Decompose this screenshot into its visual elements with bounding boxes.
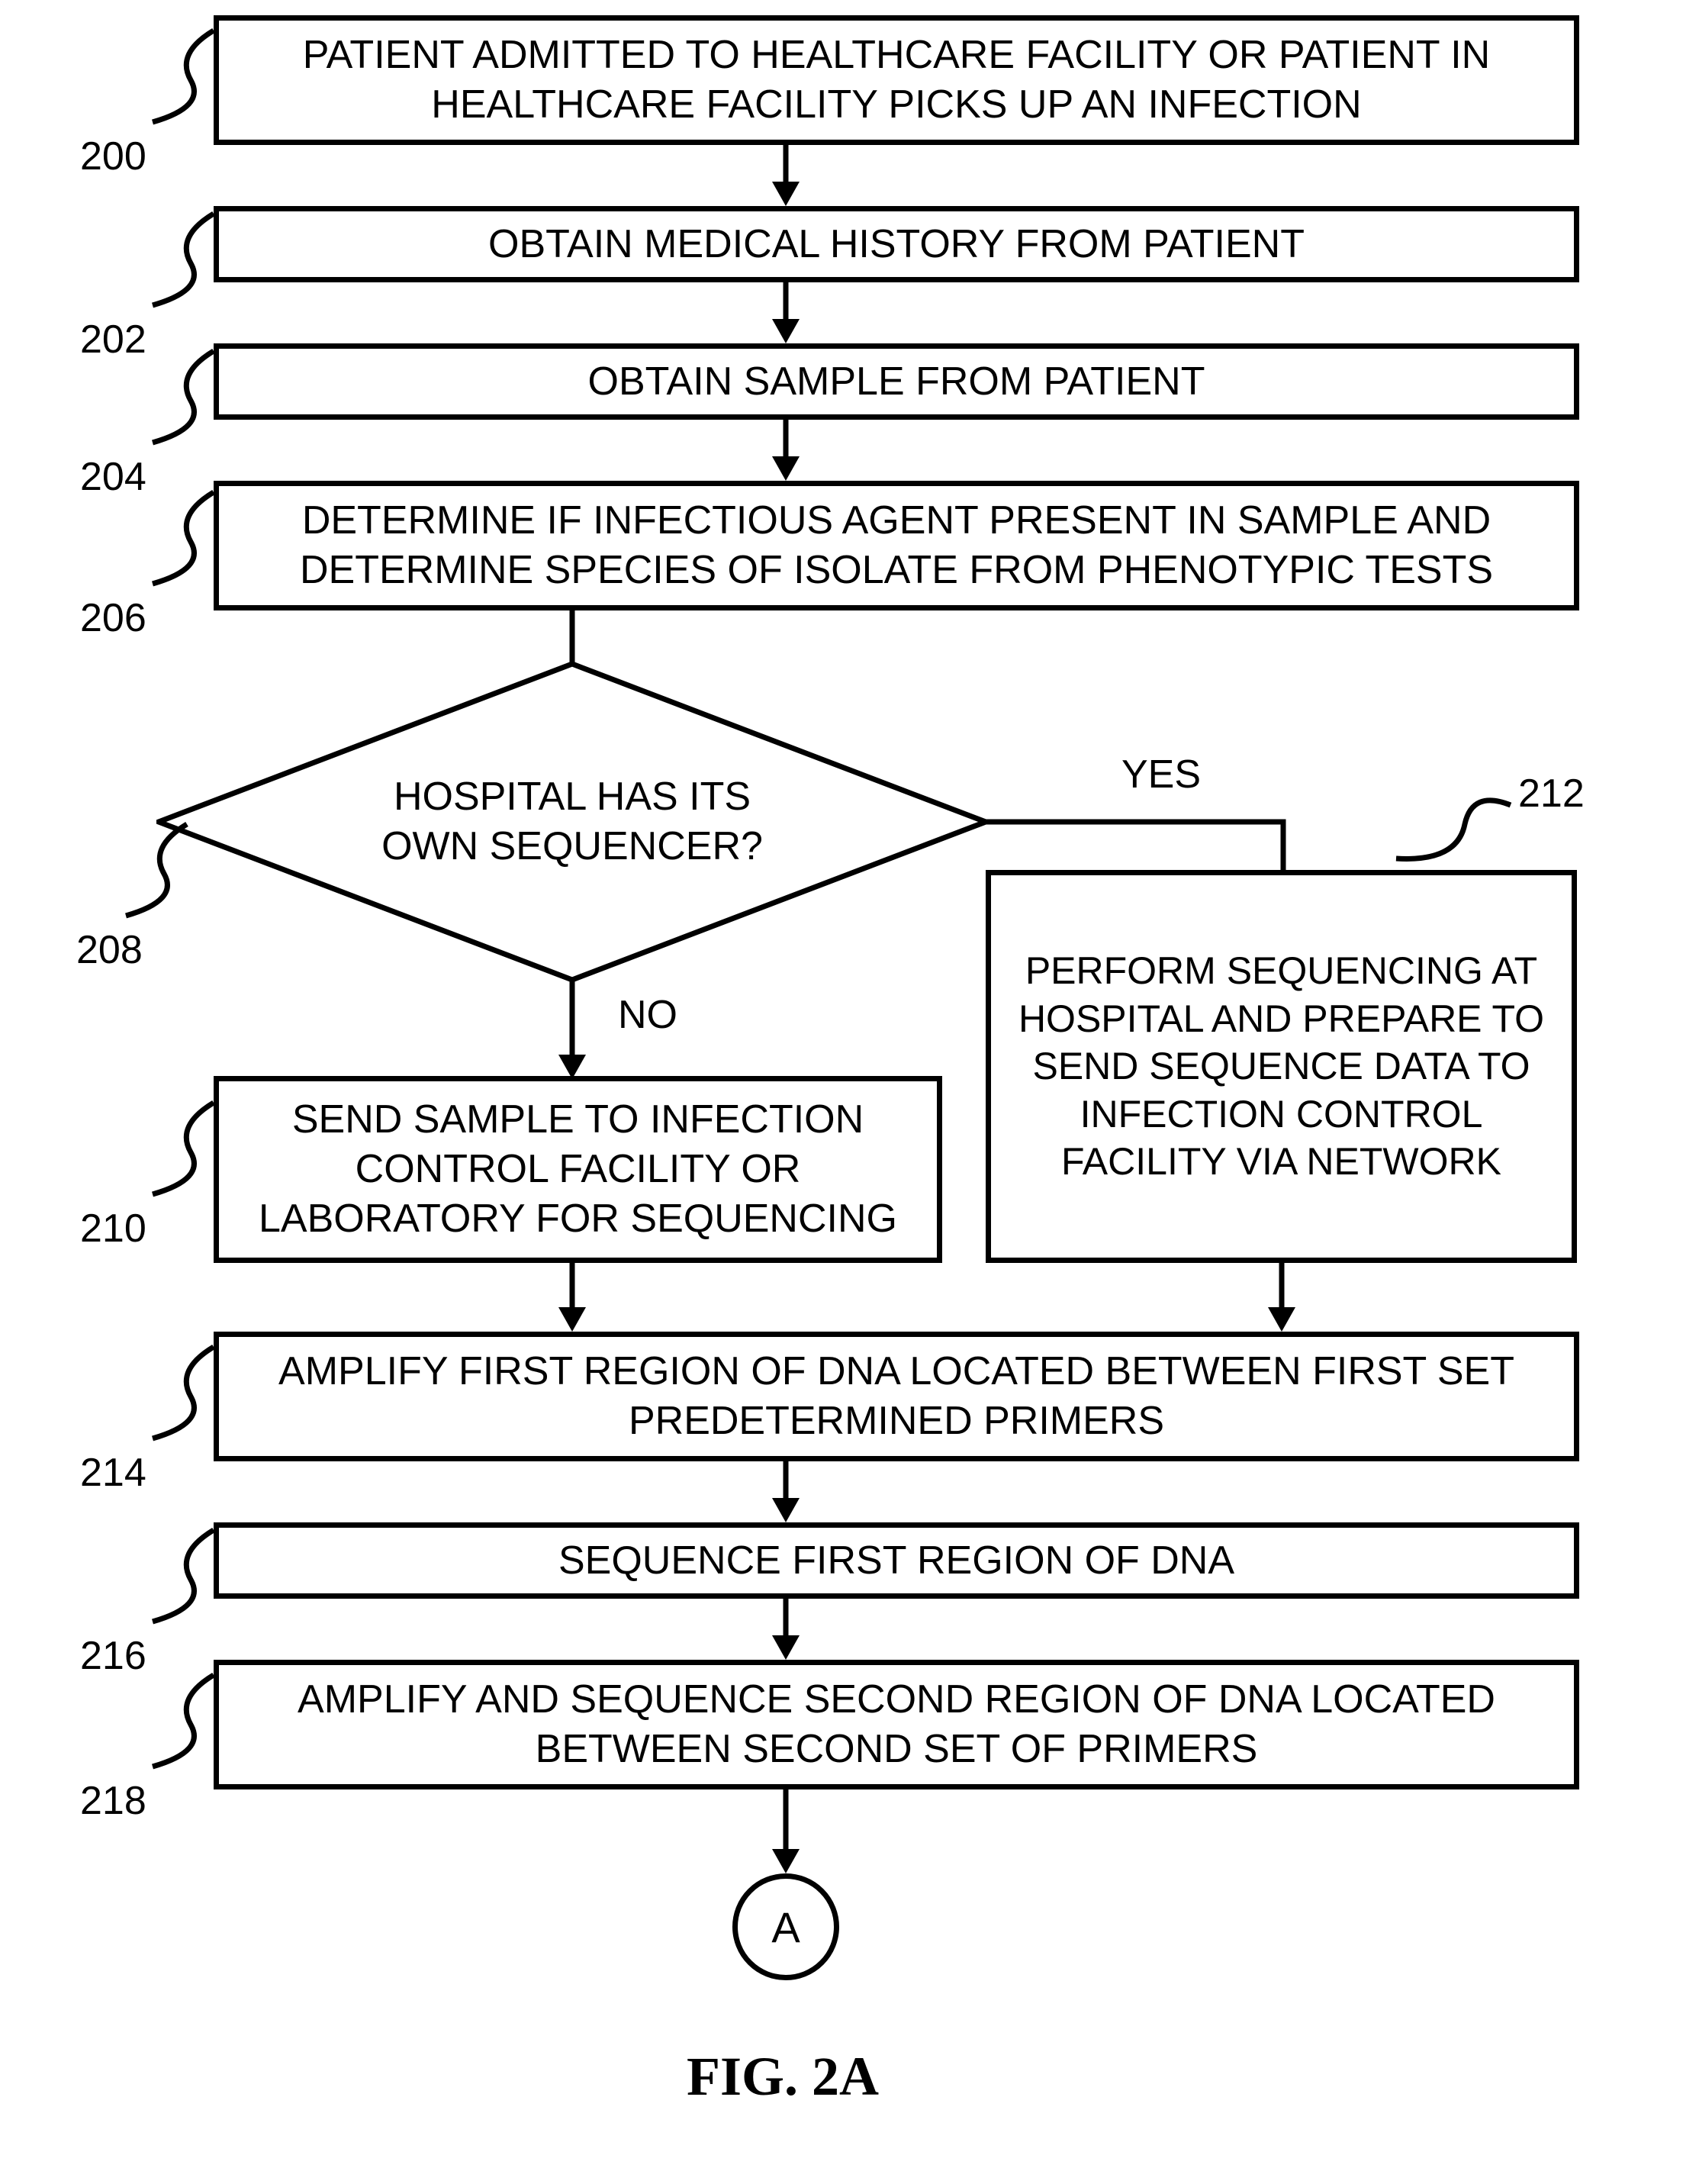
ref-214-label: 214 [80,1450,146,1496]
arrow-no [549,980,595,1079]
ref-200-label: 200 [80,134,146,179]
step-214-box: AMPLIFY FIRST REGION OF DNA LOCATED BETW… [214,1332,1579,1461]
ref-212-squiggle [1381,786,1518,870]
ref-200-squiggle [122,27,221,130]
ref-218-squiggle [122,1671,221,1774]
step-210-text: SEND SAMPLE TO INFECTION CONTROL FACILIT… [234,1095,922,1244]
step-216-box: SEQUENCE FIRST REGION OF DNA [214,1522,1579,1599]
step-212-box: PERFORM SEQUENCING AT HOSPITAL AND PREPA… [986,870,1577,1263]
step-214-text: AMPLIFY FIRST REGION OF DNA LOCATED BETW… [234,1347,1559,1446]
step-202-box: OBTAIN MEDICAL HISTORY FROM PATIENT [214,206,1579,282]
figure-caption: FIG. 2A [687,2045,879,2108]
connector-A-label: A [771,1902,800,1952]
step-204-text: OBTAIN SAMPLE FROM PATIENT [588,357,1205,407]
decision-208: HOSPITAL HAS ITS OWN SEQUENCER? [156,662,988,982]
ref-212-label: 212 [1518,771,1585,817]
ref-202-squiggle [122,210,221,313]
step-202-text: OBTAIN MEDICAL HISTORY FROM PATIENT [488,220,1305,269]
step-216-text: SEQUENCE FIRST REGION OF DNA [558,1536,1234,1586]
arrow-216-218 [763,1599,809,1660]
arrow-202-204 [763,282,809,343]
arrow-218-A [763,1789,809,1873]
ref-204-squiggle [122,347,221,450]
arrow-206-208 [549,610,595,664]
connector-A: A [732,1873,839,1980]
arrow-210-214 [549,1263,595,1332]
step-200-text: PATIENT ADMITTED TO HEALTHCARE FACILITY … [234,31,1559,130]
decision-208-text: HOSPITAL HAS ITS OWN SEQUENCER? [359,772,786,871]
step-204-box: OBTAIN SAMPLE FROM PATIENT [214,343,1579,420]
arrow-200-202 [763,145,809,206]
step-218-text: AMPLIFY AND SEQUENCE SECOND REGION OF DN… [234,1675,1559,1774]
arrow-212-214 [1259,1263,1305,1332]
branch-yes-label: YES [1121,752,1201,797]
flowchart-canvas: PATIENT ADMITTED TO HEALTHCARE FACILITY … [0,0,1699,2184]
step-200-box: PATIENT ADMITTED TO HEALTHCARE FACILITY … [214,15,1579,145]
ref-216-squiggle [122,1526,221,1629]
arrow-214-216 [763,1461,809,1522]
ref-218-label: 218 [80,1778,146,1824]
arrow-204-206 [763,420,809,481]
ref-214-squiggle [122,1343,221,1446]
ref-210-squiggle [122,1099,221,1202]
ref-208-squiggle [95,820,195,923]
step-206-box: DETERMINE IF INFECTIOUS AGENT PRESENT IN… [214,481,1579,610]
step-206-text: DETERMINE IF INFECTIOUS AGENT PRESENT IN… [234,496,1559,595]
step-212-text: PERFORM SEQUENCING AT HOSPITAL AND PREPA… [1006,947,1556,1186]
ref-206-squiggle [122,488,221,591]
ref-210-label: 210 [80,1206,146,1251]
step-218-box: AMPLIFY AND SEQUENCE SECOND REGION OF DN… [214,1660,1579,1789]
step-210-box: SEND SAMPLE TO INFECTION CONTROL FACILIT… [214,1076,942,1263]
branch-no-label: NO [618,992,677,1038]
ref-208-label: 208 [76,927,143,973]
ref-206-label: 206 [80,595,146,641]
